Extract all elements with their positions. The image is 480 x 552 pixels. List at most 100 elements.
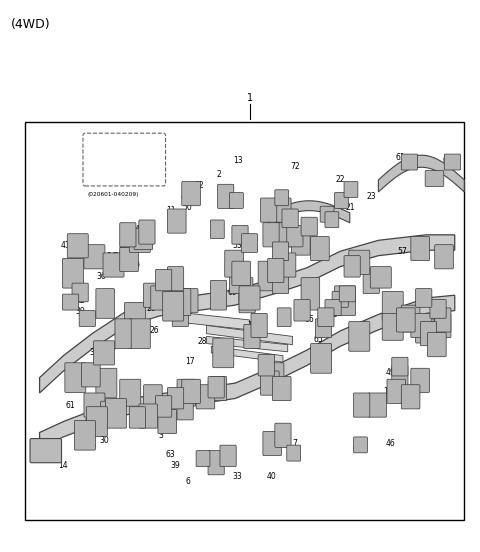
FancyBboxPatch shape (139, 220, 155, 244)
Text: 49: 49 (385, 368, 395, 376)
FancyBboxPatch shape (86, 407, 108, 437)
Text: 34: 34 (106, 252, 116, 261)
Text: 39: 39 (171, 461, 180, 470)
FancyBboxPatch shape (435, 245, 453, 269)
Text: 66: 66 (304, 315, 314, 325)
FancyBboxPatch shape (263, 432, 281, 455)
FancyBboxPatch shape (435, 308, 451, 332)
FancyBboxPatch shape (311, 343, 332, 373)
FancyBboxPatch shape (103, 253, 124, 277)
FancyBboxPatch shape (311, 236, 329, 261)
Text: 51: 51 (338, 305, 348, 314)
FancyBboxPatch shape (287, 225, 303, 247)
Text: (040209-): (040209-) (104, 139, 133, 144)
Text: 13: 13 (233, 156, 242, 165)
FancyBboxPatch shape (106, 399, 126, 428)
Text: 40: 40 (266, 472, 276, 481)
Text: 48: 48 (409, 401, 419, 410)
FancyBboxPatch shape (213, 338, 234, 368)
FancyBboxPatch shape (315, 319, 332, 337)
FancyBboxPatch shape (275, 190, 288, 206)
Text: 41: 41 (61, 241, 71, 250)
FancyBboxPatch shape (172, 289, 191, 316)
FancyBboxPatch shape (301, 278, 320, 310)
FancyBboxPatch shape (120, 247, 138, 272)
Text: 27: 27 (109, 343, 119, 352)
Text: 69: 69 (228, 288, 238, 297)
FancyBboxPatch shape (370, 267, 391, 288)
FancyBboxPatch shape (74, 421, 96, 450)
Text: 17: 17 (185, 357, 195, 365)
FancyBboxPatch shape (416, 319, 434, 343)
Text: 15: 15 (99, 420, 109, 429)
FancyBboxPatch shape (62, 294, 79, 310)
Polygon shape (206, 326, 292, 344)
FancyBboxPatch shape (139, 404, 157, 428)
Text: 23: 23 (366, 192, 376, 201)
FancyBboxPatch shape (258, 261, 275, 291)
Text: 61: 61 (395, 153, 405, 162)
FancyBboxPatch shape (229, 269, 246, 294)
FancyBboxPatch shape (144, 385, 162, 409)
Text: 64: 64 (424, 335, 433, 344)
FancyBboxPatch shape (263, 363, 284, 392)
FancyBboxPatch shape (261, 371, 279, 395)
Text: 4: 4 (164, 305, 168, 314)
Text: 12: 12 (438, 315, 447, 325)
FancyBboxPatch shape (354, 437, 367, 453)
FancyBboxPatch shape (208, 376, 224, 398)
FancyBboxPatch shape (163, 291, 184, 321)
Polygon shape (378, 155, 464, 192)
FancyBboxPatch shape (258, 354, 275, 376)
Text: 8: 8 (130, 247, 135, 256)
FancyBboxPatch shape (101, 401, 119, 423)
Text: 72: 72 (290, 162, 300, 171)
FancyBboxPatch shape (156, 269, 172, 291)
FancyBboxPatch shape (208, 450, 224, 475)
Text: 54: 54 (314, 247, 324, 256)
FancyBboxPatch shape (239, 289, 255, 313)
FancyBboxPatch shape (428, 332, 446, 357)
FancyBboxPatch shape (335, 286, 356, 316)
Text: 47: 47 (135, 225, 144, 234)
FancyBboxPatch shape (382, 291, 403, 321)
Text: 25: 25 (171, 401, 180, 410)
Text: 49: 49 (180, 192, 190, 201)
FancyBboxPatch shape (129, 228, 150, 252)
FancyBboxPatch shape (239, 286, 260, 310)
FancyBboxPatch shape (430, 300, 446, 319)
FancyBboxPatch shape (182, 182, 200, 206)
Text: 63: 63 (71, 381, 80, 390)
Text: 50: 50 (182, 203, 192, 212)
FancyBboxPatch shape (82, 363, 100, 387)
Polygon shape (269, 201, 350, 222)
Text: 1: 1 (247, 93, 252, 103)
Text: 14: 14 (59, 461, 68, 470)
Text: 68: 68 (238, 277, 247, 286)
FancyBboxPatch shape (354, 393, 370, 417)
FancyBboxPatch shape (30, 439, 61, 463)
Bar (25, 122, 464, 521)
Text: 72: 72 (443, 247, 453, 256)
FancyBboxPatch shape (318, 308, 334, 327)
Text: (4WD): (4WD) (11, 18, 50, 31)
FancyBboxPatch shape (225, 250, 243, 277)
FancyBboxPatch shape (241, 233, 258, 252)
FancyBboxPatch shape (349, 322, 370, 351)
FancyBboxPatch shape (144, 283, 162, 307)
Text: 62: 62 (242, 241, 252, 250)
FancyBboxPatch shape (387, 379, 406, 404)
FancyBboxPatch shape (168, 209, 186, 233)
FancyBboxPatch shape (94, 341, 115, 365)
Text: 61: 61 (443, 156, 453, 165)
Text: 36: 36 (97, 272, 107, 280)
Text: 9: 9 (352, 444, 357, 454)
Text: 56: 56 (328, 310, 338, 319)
FancyBboxPatch shape (363, 269, 379, 294)
Text: (020601-040209): (020601-040209) (88, 192, 139, 197)
Polygon shape (206, 336, 288, 352)
FancyBboxPatch shape (210, 280, 227, 310)
Text: 10: 10 (383, 387, 393, 396)
FancyBboxPatch shape (120, 379, 141, 406)
FancyBboxPatch shape (275, 198, 291, 222)
